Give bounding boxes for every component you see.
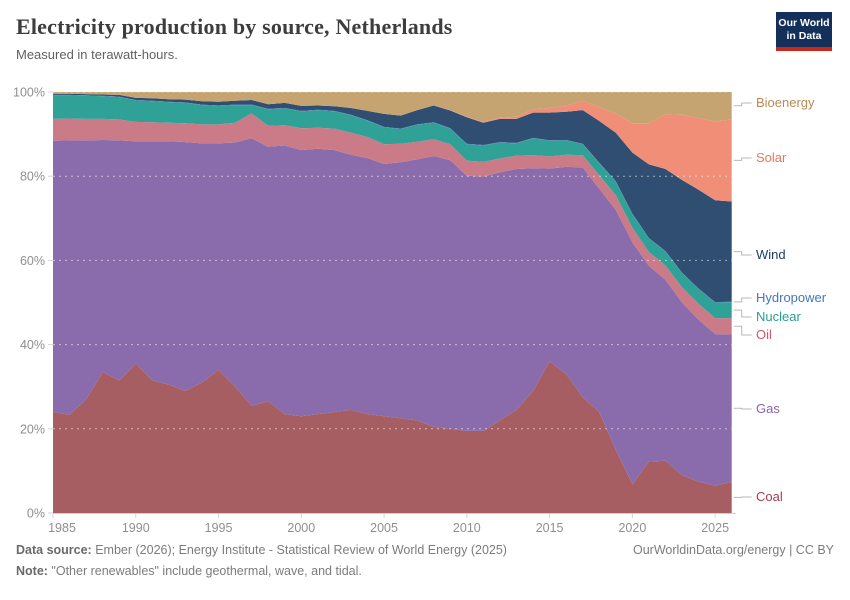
area-band-nuclear[interactable] xyxy=(53,95,732,319)
x-axis-label-2000: 2000 xyxy=(287,521,315,535)
data-source-text: Ember (2026); Energy Institute - Statist… xyxy=(91,543,507,557)
y-axis-label-80%: 80% xyxy=(20,170,45,184)
chart-subtitle: Measured in terawatt-hours. xyxy=(16,47,178,62)
legend-connector-nuclear xyxy=(733,309,752,318)
y-axis-label-0%: 0% xyxy=(27,507,45,521)
legend-label-oil[interactable]: Oil xyxy=(756,327,772,342)
owid-logo[interactable]: Our World in Data xyxy=(776,12,832,51)
owid-logo-line1: Our World xyxy=(778,17,830,29)
legend-connector-gas xyxy=(733,407,752,410)
note-text: "Other renewables" include geothermal, w… xyxy=(47,564,362,578)
legend-connector-bioenergy xyxy=(733,102,752,107)
page-title: Electricity production by source, Nether… xyxy=(16,14,453,39)
legend-connector-hydropower xyxy=(733,297,752,303)
legend-label-coal[interactable]: Coal xyxy=(756,489,783,504)
legend-label-solar[interactable]: Solar xyxy=(756,150,787,165)
y-axis-label-60%: 60% xyxy=(20,254,45,268)
area-band-coal[interactable] xyxy=(53,361,732,513)
owid-credit-link[interactable]: OurWorldinData.org/energy | CC BY xyxy=(632,543,834,557)
chart-header: Electricity production by source, Nether… xyxy=(16,14,770,62)
area-band-oil[interactable] xyxy=(53,113,732,335)
legend-label-bioenergy[interactable]: Bioenergy xyxy=(756,95,815,110)
area-band-gas[interactable] xyxy=(53,138,732,486)
x-axis-label-1995: 1995 xyxy=(205,521,233,535)
legend-connector-solar xyxy=(733,157,752,161)
x-axis-label-1990: 1990 xyxy=(122,521,150,535)
chart-footer: Data source: Ember (2026); Energy Instit… xyxy=(16,540,834,582)
y-axis-label-100%: 100% xyxy=(13,86,45,100)
data-source-label: Data source: xyxy=(16,543,92,557)
y-axis-label-20%: 20% xyxy=(20,422,45,436)
legend-label-hydropower[interactable]: Hydropower xyxy=(756,290,827,305)
note-label: Note: xyxy=(16,564,48,578)
x-axis-label-2020: 2020 xyxy=(618,521,646,535)
data-source-line: Data source: Ember (2026); Energy Instit… xyxy=(16,540,834,561)
legend-label-wind[interactable]: Wind xyxy=(756,247,786,262)
y-axis-label-40%: 40% xyxy=(20,338,45,352)
legend-connector-wind xyxy=(733,251,752,256)
legend-label-gas[interactable]: Gas xyxy=(756,401,780,416)
x-axis-label-2015: 2015 xyxy=(536,521,564,535)
legend-connector-oil xyxy=(733,325,752,336)
note-line: Note: "Other renewables" include geother… xyxy=(16,561,834,582)
owid-logo-line2: in Data xyxy=(786,29,822,42)
area-band-bioenergy[interactable] xyxy=(53,92,732,124)
legend-label-nuclear[interactable]: Nuclear xyxy=(756,309,801,324)
x-axis-label-2010: 2010 xyxy=(453,521,481,535)
x-axis-label-1985: 1985 xyxy=(48,521,76,535)
x-axis-label-2025: 2025 xyxy=(701,521,729,535)
x-axis-label-2005: 2005 xyxy=(370,521,398,535)
